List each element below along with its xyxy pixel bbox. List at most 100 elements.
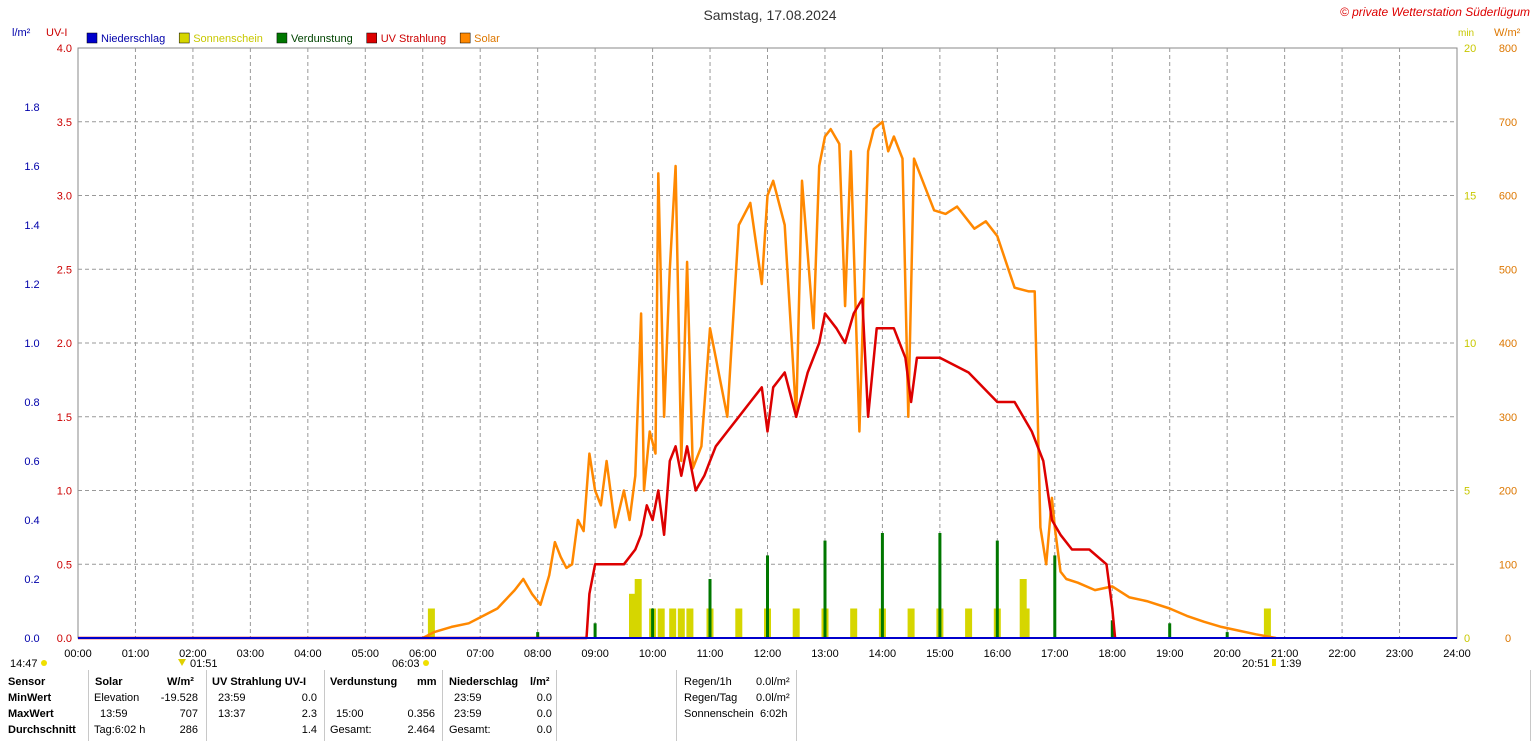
header-niederschlag-unit: l/m² [530, 676, 550, 688]
min-solar-time: Elevation [94, 692, 140, 704]
table-divider [556, 670, 557, 741]
header-verdunstung-unit: mm [417, 676, 437, 688]
max-verd-time: 15:00 [336, 708, 364, 720]
table-divider [324, 670, 325, 741]
row-avg-label: Durchschnitt [8, 724, 76, 736]
min-uv-time: 23:59 [218, 692, 246, 704]
marker-time-2: 06:03 [392, 658, 420, 668]
sonnenschein-bar [686, 608, 694, 638]
sonnenschein-bar [1263, 608, 1271, 638]
sunrise-marker-icon [423, 660, 429, 666]
y-tick-niederschlag: 1.0 [24, 338, 39, 350]
verdunstung-bar [1168, 623, 1172, 639]
y-tick-uv: 0.5 [57, 559, 72, 571]
max-nied-value: 0.0 [536, 708, 552, 720]
min-uv-value: 0.0 [301, 692, 317, 704]
sonnenschein-bar [629, 593, 636, 639]
x-tick-label: 00:00 [64, 648, 92, 660]
verdunstung-bar [708, 579, 712, 638]
verdunstung-bar [938, 533, 942, 638]
sonnenschein-bar [677, 608, 685, 638]
y-tick-sonnenschein: 0 [1464, 633, 1470, 645]
max-uv-value: 2.3 [301, 708, 317, 720]
x-tick-label: 04:00 [294, 648, 322, 660]
sonnenschein-bar [965, 608, 973, 638]
marker-time-4: 1:39 [1280, 658, 1301, 668]
axis-layer: 00:00 01:00 02:00 03:00 04:00 05:00 06:00 07:00… [24, 43, 1517, 660]
header-solar: Solar [95, 676, 123, 688]
max-nied-time: 23:59 [454, 708, 482, 720]
x-tick-label: 19:00 [1156, 648, 1184, 660]
verdunstung-bar [823, 540, 827, 638]
x-tick-label: 18:00 [1098, 648, 1126, 660]
x-tick-label: 23:00 [1386, 648, 1414, 660]
legend-swatch [459, 32, 471, 44]
y-tick-niederschlag: 1.2 [24, 279, 39, 291]
marker-time-left: 14:47 [10, 658, 38, 668]
x-tick-label: 20:00 [1213, 648, 1241, 660]
summary-label-regen-1h: Regen/1h [684, 676, 732, 688]
x-tick-label: 17:00 [1041, 648, 1069, 660]
y-tick-sonnenschein: 10 [1464, 338, 1476, 350]
x-tick-label: 08:00 [524, 648, 552, 660]
sonnenschein-bar [907, 608, 915, 638]
table-divider [88, 670, 89, 741]
verdunstung-bar [1110, 620, 1114, 638]
sun-marker-icon [41, 660, 47, 666]
y-tick-niederschlag: 0.8 [24, 397, 39, 409]
verdunstung-bar [1225, 632, 1229, 638]
verdunstung-bar [536, 632, 540, 638]
x-tick-label: 01:00 [122, 648, 150, 660]
avg-verd-time: Gesamt: [330, 724, 372, 736]
max-uv-time: 13:37 [218, 708, 246, 720]
legend-label: Verdunstung [291, 33, 353, 45]
y-tick-sonnenschein: 5 [1464, 486, 1470, 498]
chart-title: Samstag, 17.08.2024 [703, 7, 836, 23]
avg-uv-value: 1.4 [301, 724, 317, 736]
max-verd-value: 0.356 [407, 708, 435, 720]
x-tick-label: 07:00 [466, 648, 494, 660]
x-tick-label: 14:00 [869, 648, 897, 660]
y-tick-niederschlag: 1.4 [24, 220, 39, 232]
x-tick-label: 15:00 [926, 648, 954, 660]
legend-label: Niederschlag [101, 33, 165, 45]
sonnenschein-bar [427, 608, 435, 638]
line-layer [78, 120, 1457, 640]
header-solar-unit: W/m² [167, 676, 194, 688]
avg-nied-value: 0.0 [536, 724, 552, 736]
marker-time-1: 01:51 [190, 658, 218, 668]
header-uv: UV Strahlung UV-I [212, 676, 307, 688]
y-tick-niederschlag: 1.6 [24, 161, 39, 173]
x-tick-label: 11:00 [697, 648, 724, 660]
x-tick-label: 02:00 [179, 648, 207, 660]
sonnenschein-bar [792, 608, 800, 638]
min-nied-value: 0.0 [536, 692, 552, 704]
y-tick-sonnenschein: 15 [1464, 191, 1476, 203]
sonnenschein-bar [657, 608, 665, 638]
legend-swatch [86, 32, 98, 44]
unit-niederschlag: l/m² [12, 27, 31, 39]
max-solar-value: 707 [179, 708, 198, 720]
table-divider [796, 670, 797, 741]
y-tick-solar: 400 [1499, 338, 1517, 350]
y-tick-solar: 300 [1499, 412, 1517, 424]
y-tick-niederschlag: 0.0 [24, 633, 39, 645]
x-tick-label: 24:00 [1443, 648, 1471, 660]
x-tick-label: 06:00 [409, 648, 437, 660]
x-tick-label: 05:00 [352, 648, 380, 660]
sonnenschein-bar [850, 608, 858, 638]
table-divider [206, 670, 207, 741]
y-tick-uv: 3.5 [57, 117, 72, 129]
y-tick-uv: 0.0 [57, 633, 72, 645]
verdunstung-bar [593, 623, 597, 639]
station-credit: © private Wetterstation Süderlügum [1340, 5, 1530, 19]
verdunstung-bar [651, 608, 655, 638]
y-tick-solar: 700 [1499, 117, 1517, 129]
statistics-table: Sensor Solar W/m² UV Strahlung UV-I Verd… [0, 668, 1536, 741]
legend-label: Sonnenschein [193, 33, 263, 45]
y-tick-niederschlag: 0.2 [24, 574, 39, 586]
bar-layer [427, 533, 1271, 639]
summary-value-regen-1h: 0.0l/m² [756, 676, 790, 688]
min-nied-time: 23:59 [454, 692, 482, 704]
legend-swatch [276, 32, 288, 44]
